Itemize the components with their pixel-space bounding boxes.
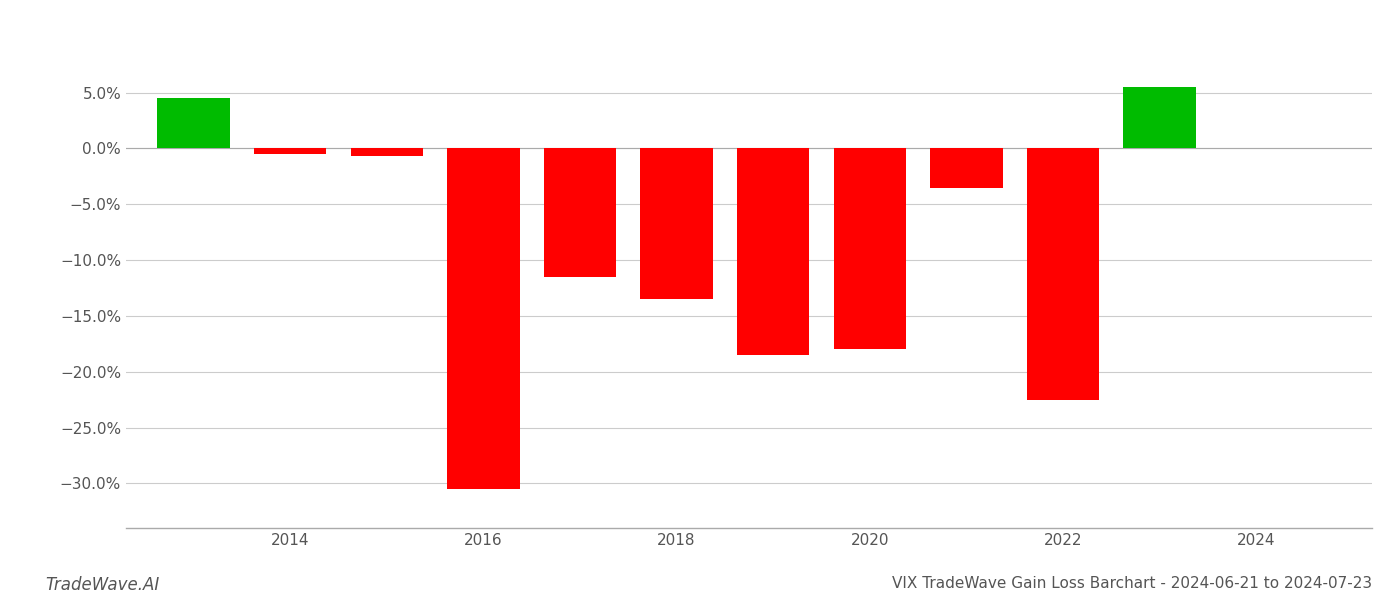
Bar — [253, 148, 326, 154]
Bar — [157, 98, 230, 148]
Bar — [640, 148, 713, 299]
Bar — [1123, 87, 1196, 148]
Bar — [447, 148, 519, 489]
Text: VIX TradeWave Gain Loss Barchart - 2024-06-21 to 2024-07-23: VIX TradeWave Gain Loss Barchart - 2024-… — [892, 576, 1372, 591]
Bar — [543, 148, 616, 277]
Bar — [930, 148, 1002, 188]
Text: TradeWave.AI: TradeWave.AI — [45, 576, 160, 594]
Bar — [1026, 148, 1099, 400]
Bar — [350, 148, 423, 156]
Bar — [736, 148, 809, 355]
Bar — [833, 148, 906, 349]
